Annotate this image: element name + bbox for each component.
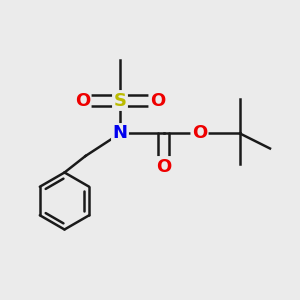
Text: O: O [192, 124, 207, 142]
Text: O: O [75, 92, 90, 110]
Text: O: O [156, 158, 171, 175]
Text: N: N [112, 124, 128, 142]
Text: O: O [150, 92, 165, 110]
Text: S: S [113, 92, 127, 110]
